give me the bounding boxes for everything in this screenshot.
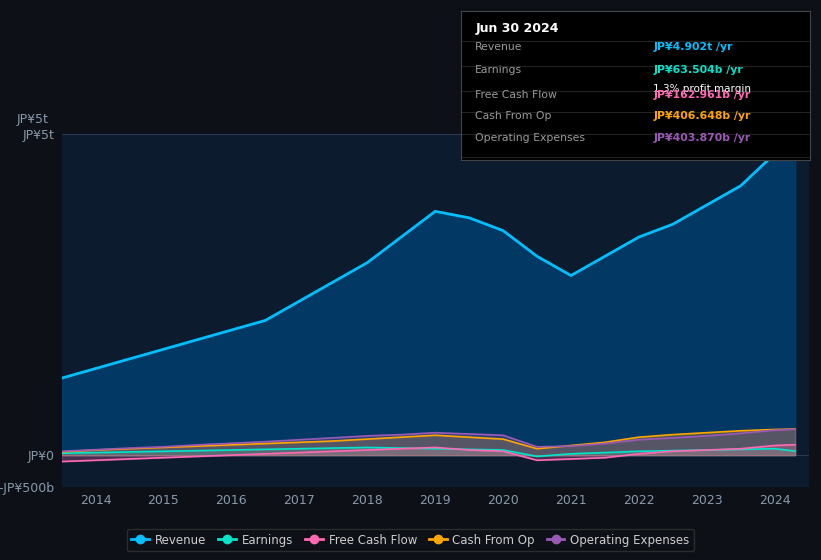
Text: 1.3% profit margin: 1.3% profit margin [654,84,751,94]
Text: JP¥63.504b /yr: JP¥63.504b /yr [654,64,743,74]
Text: JP¥4.902t /yr: JP¥4.902t /yr [654,43,733,53]
Text: JP¥403.870b /yr: JP¥403.870b /yr [654,133,750,143]
Text: JP¥5t: JP¥5t [16,113,48,126]
Text: JP¥406.648b /yr: JP¥406.648b /yr [654,111,750,120]
Text: Jun 30 2024: Jun 30 2024 [475,22,559,35]
Legend: Revenue, Earnings, Free Cash Flow, Cash From Op, Operating Expenses: Revenue, Earnings, Free Cash Flow, Cash … [126,529,695,551]
Text: Free Cash Flow: Free Cash Flow [475,90,557,100]
Text: Revenue: Revenue [475,43,523,53]
Text: JP¥162.961b /yr: JP¥162.961b /yr [654,90,750,100]
Text: Operating Expenses: Operating Expenses [475,133,585,143]
Text: Earnings: Earnings [475,64,522,74]
Text: Cash From Op: Cash From Op [475,111,552,120]
